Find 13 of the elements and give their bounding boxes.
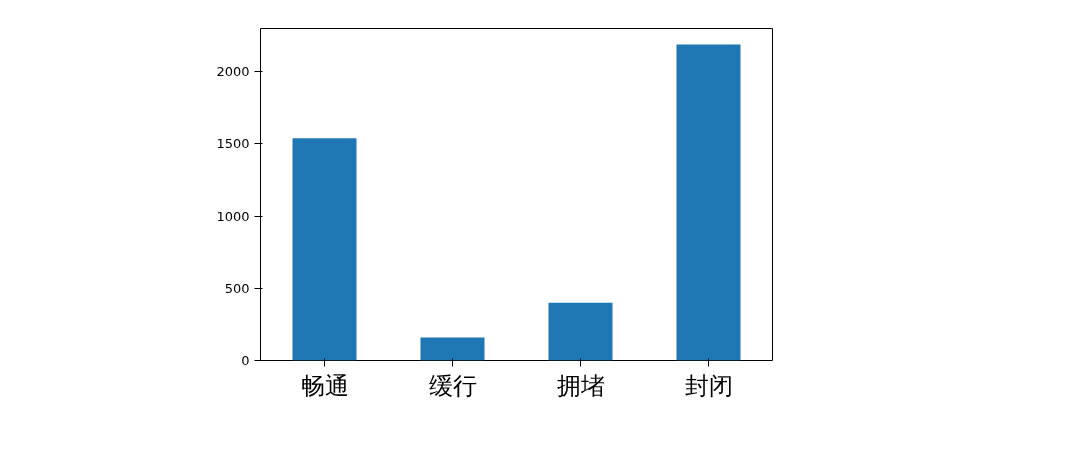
bar [676, 44, 741, 361]
bar [548, 302, 613, 361]
bar [292, 138, 357, 361]
y-tick-label: 1500 [216, 136, 250, 152]
bar [420, 337, 485, 361]
x-tick-label: 拥堵 [556, 371, 605, 400]
y-tick-label: 1000 [216, 208, 250, 224]
x-tick-label: 畅通 [300, 371, 349, 400]
y-tick-label: 500 [224, 280, 250, 296]
y-tick-label: 2000 [216, 64, 250, 80]
y-tick-label: 0 [241, 353, 250, 368]
x-tick-label: 封闭 [684, 371, 733, 400]
x-tick-label: 缓行 [428, 371, 477, 400]
